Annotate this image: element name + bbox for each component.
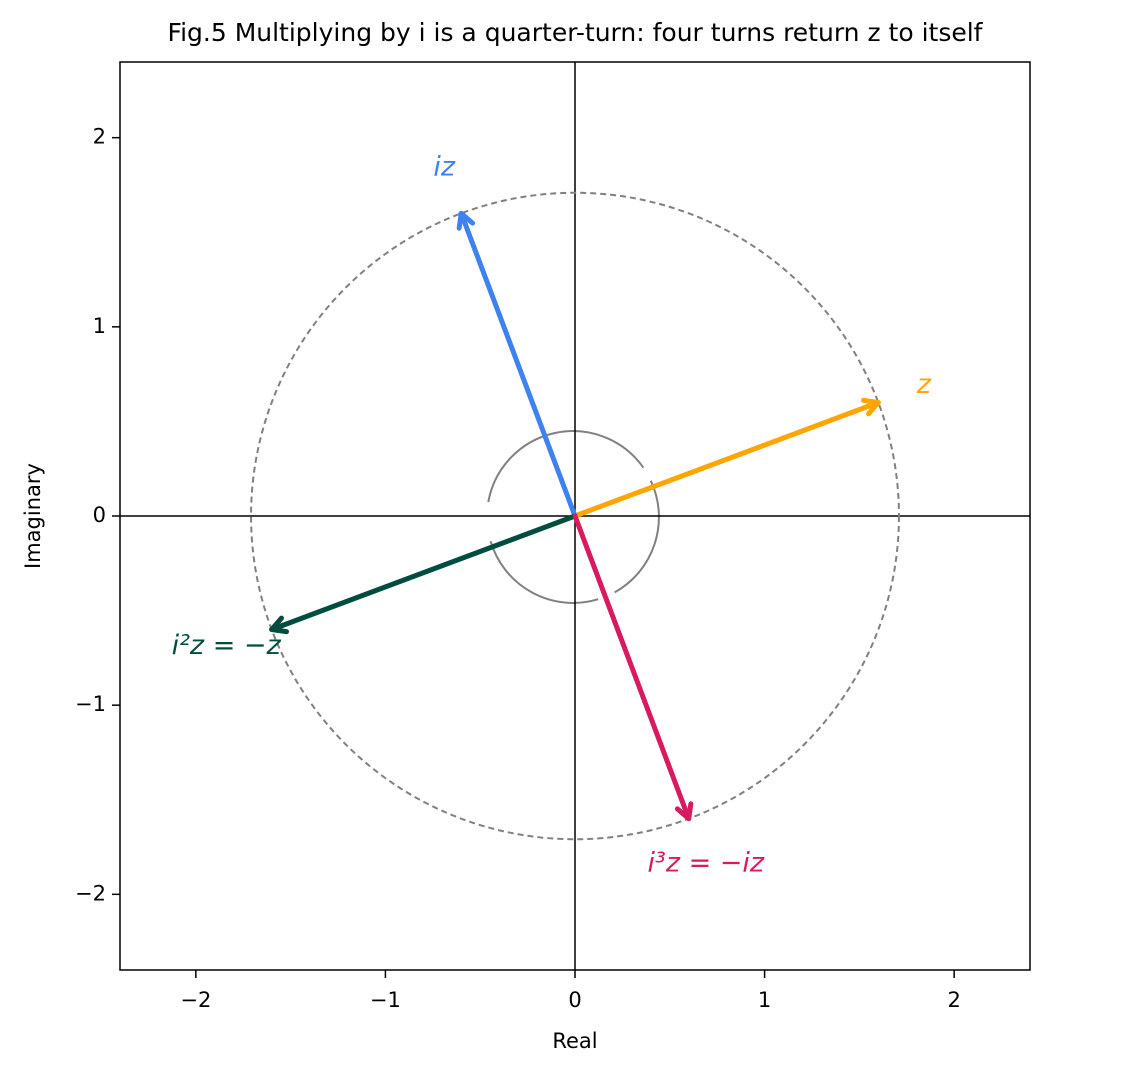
arrow-shaft [572, 513, 692, 822]
x-tick-label: −1 [370, 988, 401, 1012]
arrow-head [860, 397, 881, 417]
rotation-arc [614, 480, 660, 594]
x-tick-label: 0 [568, 988, 581, 1012]
vector-arrow [456, 210, 578, 519]
arrow-head [456, 210, 476, 231]
x-tick-label: 2 [947, 988, 960, 1012]
vector-label: z [916, 369, 932, 400]
y-tick-label: 0 [93, 503, 106, 527]
vector-label: iz [433, 151, 456, 182]
x-tick-label: −2 [180, 988, 211, 1012]
arrow-shaft [572, 400, 881, 519]
magnitude-circle [250, 191, 900, 841]
vector-arrow [572, 397, 881, 519]
arrow-head [269, 615, 290, 635]
vector-label: i²z = −z [172, 630, 282, 661]
rotation-arc [489, 540, 599, 604]
y-tick-label: −2 [75, 881, 106, 905]
vector-arrow [269, 513, 578, 635]
chart-title: Fig.5 Multiplying by i is a quarter-turn… [168, 18, 984, 47]
x-axis-label: Real [552, 1029, 597, 1053]
y-tick-label: −1 [75, 692, 106, 716]
vector-label: i³z = −iz [648, 848, 765, 879]
y-tick-label: 2 [93, 125, 106, 149]
rotation-arcs [487, 430, 660, 604]
vector-arrow [572, 513, 694, 822]
rotation-arc [487, 430, 645, 503]
y-axis-label: Imaginary [21, 463, 45, 569]
arrow-head [674, 801, 694, 822]
arrow-shaft [269, 513, 578, 632]
x-tick-label: 1 [758, 988, 771, 1012]
y-tick-label: 1 [93, 314, 106, 338]
arrow-shaft [458, 210, 578, 519]
